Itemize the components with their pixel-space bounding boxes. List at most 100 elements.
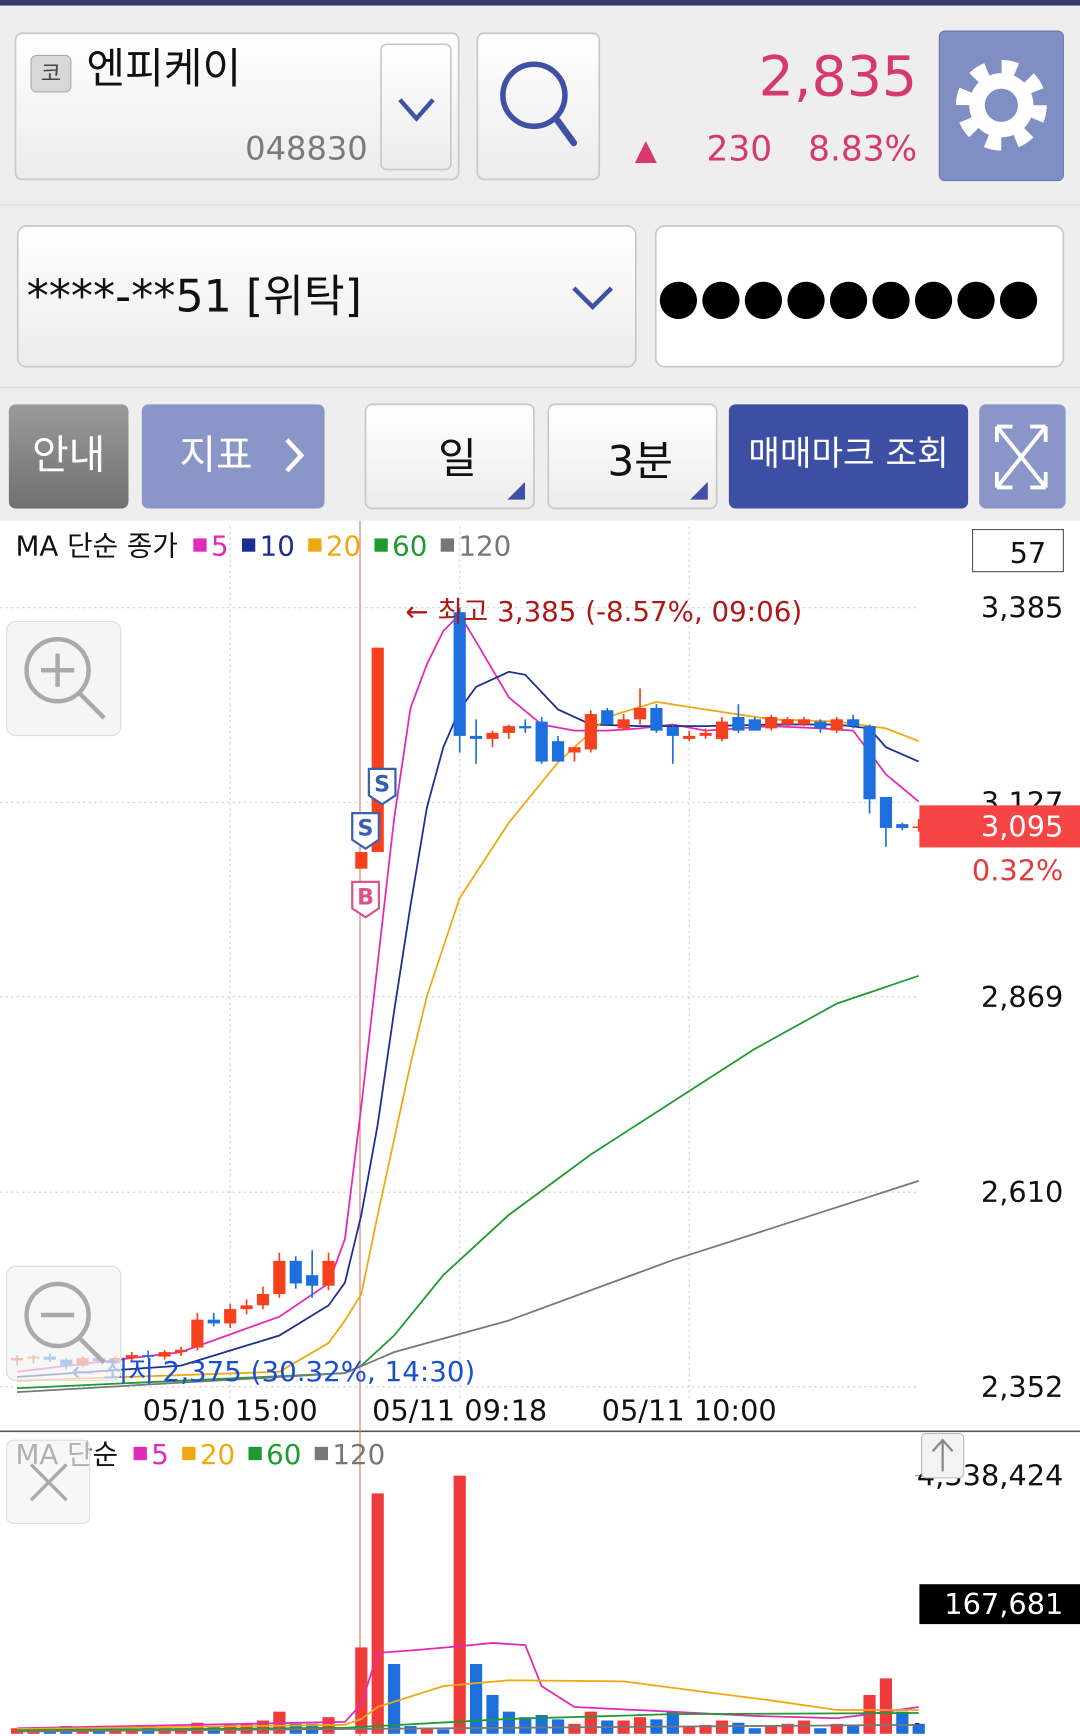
candle-body xyxy=(502,726,515,733)
x-tick-label: 05/11 10:00 xyxy=(602,1393,777,1427)
candle-body xyxy=(273,1260,286,1295)
period-label: 일 xyxy=(438,434,477,483)
legend-swatch xyxy=(193,538,207,552)
current-price: 3,095 xyxy=(981,809,1063,843)
ma-line xyxy=(17,1642,919,1730)
volume-bar xyxy=(732,1722,745,1734)
candle-body xyxy=(879,796,893,828)
candle-body xyxy=(847,719,860,727)
visible-count: 57 xyxy=(1010,536,1047,570)
legend-label: 10 xyxy=(260,530,295,563)
zoom-icon xyxy=(24,1281,91,1349)
signal-badge xyxy=(367,767,397,806)
volume-bar xyxy=(502,1711,515,1734)
trade-mark-label: 매매마크 조회 xyxy=(748,434,948,474)
interval-label: 3분 xyxy=(608,436,673,485)
candle-body xyxy=(306,1275,319,1286)
volume-bar xyxy=(683,1726,696,1734)
volume-bar xyxy=(388,1663,401,1734)
account-select[interactable] xyxy=(16,225,637,368)
corner-mark xyxy=(690,481,708,500)
candle-body xyxy=(125,1355,138,1359)
change-arrow: ▲ xyxy=(635,133,658,167)
guide-label: 안내 xyxy=(32,432,105,478)
volume-bar xyxy=(748,1728,761,1734)
volume-bar xyxy=(830,1723,843,1734)
price: 2,835 xyxy=(759,46,918,110)
ma-line xyxy=(17,1712,919,1732)
candle-body xyxy=(289,1260,302,1284)
candle-body xyxy=(519,726,532,729)
signal-badge xyxy=(351,880,380,919)
market-badge xyxy=(30,54,72,93)
volume-bar xyxy=(666,1711,679,1734)
legend-label: 120 xyxy=(332,1438,385,1471)
password-field[interactable] xyxy=(654,225,1065,368)
close-icon xyxy=(29,1463,68,1502)
zoom-icon xyxy=(24,637,91,704)
market-badge-text: 코 xyxy=(41,61,61,87)
legend-label: 5 xyxy=(211,530,229,563)
volume-bar xyxy=(486,1694,499,1734)
volume-bar xyxy=(847,1726,860,1734)
volume-bar xyxy=(355,1647,368,1734)
legend-swatch xyxy=(133,1446,147,1461)
indicator-button[interactable] xyxy=(141,404,325,509)
guide-button[interactable] xyxy=(8,404,129,509)
candle-body xyxy=(666,726,679,736)
signal-label: S xyxy=(374,771,390,797)
volume-bar xyxy=(699,1724,712,1734)
candle-body xyxy=(322,1260,335,1286)
volume-bar xyxy=(568,1723,581,1734)
stock-dropdown[interactable] xyxy=(380,43,452,171)
ma-line xyxy=(17,1180,919,1394)
volume-bar xyxy=(814,1728,827,1734)
y-tick-label: 2,610 xyxy=(981,1175,1063,1209)
candle-body xyxy=(699,732,712,736)
change-pct: 8.83% xyxy=(808,130,917,170)
volume-bar xyxy=(584,1711,597,1734)
candle-body xyxy=(797,719,811,725)
volume-bar xyxy=(797,1720,811,1734)
interval-button[interactable] xyxy=(547,403,718,510)
volume-bar xyxy=(879,1678,893,1734)
ma-line xyxy=(17,1679,919,1730)
gear-icon xyxy=(984,88,1018,122)
candle-body xyxy=(633,707,647,720)
candle-body xyxy=(781,719,794,725)
search-button[interactable] xyxy=(476,32,601,181)
y-tick-label: 2,352 xyxy=(981,1370,1063,1404)
stock-name: 엔피케이 xyxy=(86,44,241,93)
current-volume: 167,681 xyxy=(944,1587,1063,1621)
gear-icon xyxy=(955,59,1047,151)
legend-swatch xyxy=(241,538,256,552)
status-strip xyxy=(0,0,1080,6)
period-button[interactable] xyxy=(364,403,535,510)
candle-body xyxy=(355,852,368,869)
candle-body xyxy=(617,719,630,729)
trade-mark-button[interactable] xyxy=(728,404,969,509)
signal-label: S xyxy=(358,816,374,842)
up-icon xyxy=(931,1438,954,1472)
search-icon xyxy=(552,115,578,147)
candle-body xyxy=(142,1355,155,1357)
candle-body xyxy=(158,1352,171,1357)
current-volume-box xyxy=(919,1584,1080,1625)
legend-swatch xyxy=(314,1446,329,1461)
volume-bar xyxy=(437,1729,450,1734)
volume-bar xyxy=(125,1729,138,1734)
candle-body xyxy=(584,714,597,750)
candle-body xyxy=(715,721,729,739)
volume-bar xyxy=(715,1720,729,1734)
candle-body xyxy=(732,717,745,731)
candle-body xyxy=(207,1319,220,1324)
search-icon xyxy=(500,61,568,130)
candle-body xyxy=(535,721,548,762)
stock-box[interactable] xyxy=(14,32,460,181)
legend-swatch xyxy=(374,538,388,552)
legend-label: 120 xyxy=(458,530,511,563)
current-price-box xyxy=(919,805,1080,848)
